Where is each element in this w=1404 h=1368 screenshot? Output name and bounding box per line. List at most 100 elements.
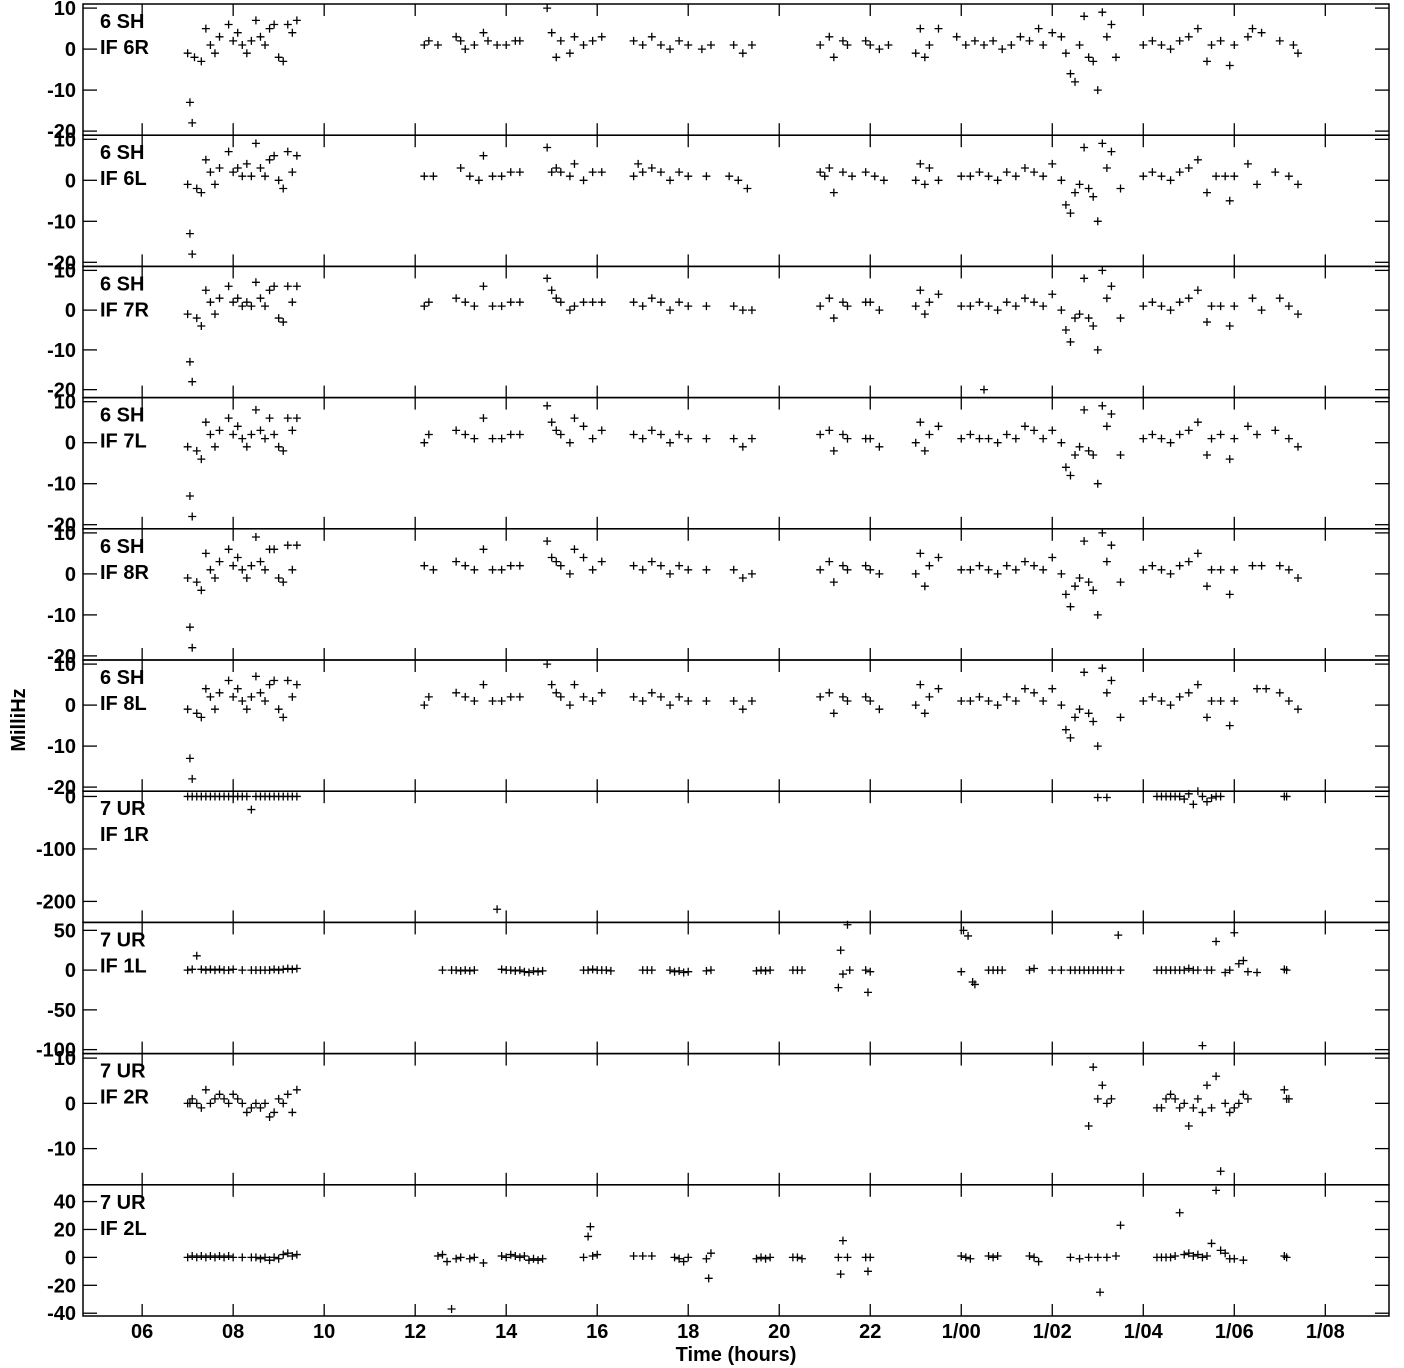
data-point	[420, 41, 429, 49]
x-tick-label: 1/04	[1124, 1321, 1164, 1343]
x-tick-label: 1/06	[1215, 1321, 1254, 1343]
data-point	[229, 298, 238, 307]
data-point	[1089, 717, 1098, 726]
data-point	[229, 1253, 238, 1262]
data-point	[1148, 36, 1157, 45]
data-point	[274, 176, 283, 185]
data-point	[747, 41, 756, 49]
data-point	[829, 446, 838, 455]
data-point	[1061, 590, 1070, 599]
data-point	[920, 53, 929, 62]
data-point	[265, 155, 274, 164]
data-point	[274, 53, 283, 62]
data-point	[1207, 966, 1216, 975]
data-point	[829, 314, 838, 323]
data-point	[1207, 1103, 1216, 1112]
data-point	[816, 168, 825, 177]
data-point	[529, 966, 538, 975]
data-point	[288, 1108, 297, 1117]
data-point	[538, 966, 547, 975]
data-point	[1016, 32, 1025, 41]
data-point	[497, 434, 506, 443]
data-point	[1243, 967, 1252, 976]
data-point	[1248, 24, 1257, 33]
data-point	[816, 41, 825, 49]
data-point	[966, 172, 975, 181]
data-point	[629, 692, 638, 701]
data-point	[534, 1256, 543, 1265]
data-point	[215, 164, 224, 172]
data-point	[288, 298, 297, 307]
data-point	[1243, 159, 1252, 168]
data-point	[1193, 1250, 1202, 1259]
data-point	[993, 176, 1002, 185]
panel-station-label: 6 SH	[100, 667, 144, 689]
data-point	[1116, 578, 1125, 587]
data-point	[1289, 41, 1298, 49]
data-point	[1066, 1253, 1075, 1262]
data-point	[675, 966, 684, 975]
data-point	[588, 168, 597, 177]
data-point	[838, 970, 847, 979]
y-tick-label: 0	[65, 170, 76, 192]
data-point	[1089, 586, 1098, 595]
data-point	[570, 414, 579, 423]
data-point	[747, 697, 756, 705]
data-point	[843, 302, 852, 311]
panel-3: 10 0 -10 -20 6 SH IF 7L	[47, 392, 1390, 537]
data-point	[829, 578, 838, 587]
data-point	[920, 180, 929, 189]
data-point	[666, 45, 675, 54]
data-point	[1184, 1249, 1193, 1258]
panel-frame	[82, 265, 1390, 399]
panel-8: 10 0 -10 7 UR IF 2R	[47, 1048, 1390, 1186]
data-point	[420, 172, 429, 181]
data-point	[251, 16, 260, 25]
data-point	[1275, 294, 1284, 303]
data-point	[1030, 168, 1039, 177]
data-point	[479, 282, 488, 291]
data-point	[1239, 1256, 1248, 1265]
data-point	[916, 549, 925, 558]
y-tick-label: 10	[54, 260, 76, 282]
panel-station-label: 6 SH	[100, 405, 144, 427]
data-point	[1098, 528, 1107, 537]
data-point	[1057, 306, 1066, 315]
data-point	[1202, 57, 1211, 66]
data-point	[1293, 705, 1302, 714]
data-point	[584, 966, 593, 975]
data-point	[634, 159, 643, 168]
data-point	[224, 545, 233, 554]
data-point	[470, 565, 479, 574]
data-point	[274, 705, 283, 714]
data-point	[452, 966, 461, 975]
data-point	[1175, 298, 1184, 307]
data-point	[957, 565, 966, 574]
data-point	[1114, 931, 1123, 940]
data-point	[1111, 53, 1120, 62]
data-point	[934, 422, 943, 431]
data-point	[1048, 684, 1057, 693]
data-point	[993, 1251, 1002, 1260]
data-point	[1071, 582, 1080, 591]
data-point	[256, 688, 265, 697]
data-point	[279, 318, 288, 327]
data-point	[1253, 180, 1262, 189]
data-point	[461, 561, 470, 570]
data-point	[588, 965, 597, 974]
data-point	[270, 545, 279, 554]
data-point	[1011, 565, 1020, 574]
panel-if-label: IF 8R	[100, 562, 149, 584]
data-point	[506, 430, 515, 439]
data-point	[1275, 561, 1284, 570]
data-point	[1180, 1250, 1189, 1259]
data-point	[256, 294, 265, 303]
data-point	[1207, 302, 1216, 311]
data-point	[934, 684, 943, 693]
data-point	[984, 1251, 993, 1260]
data-point	[270, 282, 279, 291]
data-point	[1139, 41, 1148, 49]
data-point	[1048, 28, 1057, 37]
data-point	[1166, 569, 1175, 578]
data-point	[579, 298, 588, 307]
